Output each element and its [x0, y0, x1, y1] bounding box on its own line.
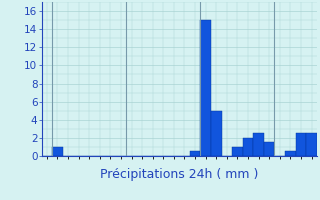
X-axis label: Précipitations 24h ( mm ): Précipitations 24h ( mm ): [100, 168, 258, 181]
Bar: [211, 111, 221, 156]
Bar: [264, 142, 275, 156]
Bar: [52, 147, 63, 156]
Bar: [232, 147, 243, 156]
Bar: [285, 151, 296, 156]
Bar: [306, 133, 317, 156]
Bar: [243, 138, 253, 156]
Bar: [190, 151, 200, 156]
Bar: [296, 133, 306, 156]
Bar: [200, 20, 211, 156]
Bar: [253, 133, 264, 156]
